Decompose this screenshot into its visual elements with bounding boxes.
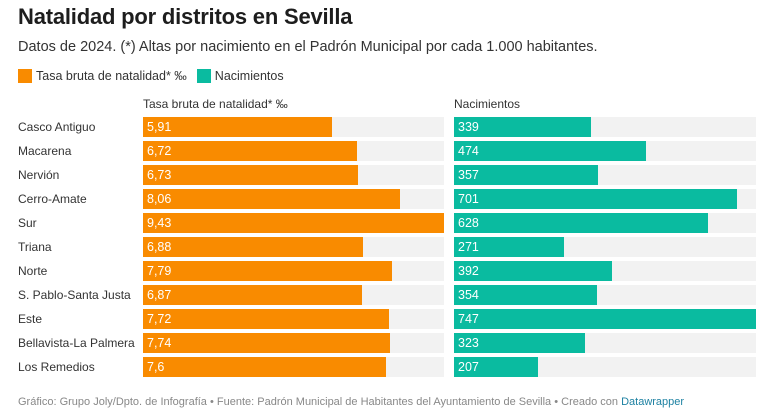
legend: Tasa bruta de natalidad* ‰ Nacimientos — [18, 69, 294, 83]
bar-tasa — [143, 237, 363, 257]
bar-value-label-nacimientos: 701 — [458, 192, 479, 206]
bar-track-nacimientos: 207 — [454, 357, 756, 377]
bar-track-tasa: 8,06 — [143, 189, 444, 209]
category-label: Sur — [18, 216, 37, 230]
bar-nacimientos — [454, 213, 708, 233]
footer-source: Gráfico: Grupo Joly/Dpto. de Infografía … — [18, 396, 622, 408]
bar-tasa — [143, 309, 389, 329]
bar-track-nacimientos: 354 — [454, 285, 756, 305]
bar-value-label-tasa: 6,73 — [147, 168, 172, 182]
bar-track-nacimientos: 392 — [454, 261, 756, 281]
bar-track-tasa: 7,74 — [143, 333, 444, 353]
column-header-nacimientos: Nacimientos — [454, 97, 521, 111]
column-header-tasa: Tasa bruta de natalidad* ‰ — [143, 97, 288, 111]
bar-track-nacimientos: 339 — [454, 117, 756, 137]
bar-tasa — [143, 357, 386, 377]
bar-track-nacimientos: 271 — [454, 237, 756, 257]
datawrapper-link[interactable]: Datawrapper — [621, 396, 685, 408]
bar-value-label-tasa: 7,79 — [147, 264, 172, 278]
bar-tasa — [143, 189, 400, 209]
bar-tasa — [143, 213, 444, 233]
bar-value-label-tasa: 8,06 — [147, 192, 172, 206]
bar-tasa — [143, 285, 362, 305]
bar-value-label-tasa: 5,91 — [147, 120, 172, 134]
legend-label-tasa: Tasa bruta de natalidad* ‰ — [36, 69, 187, 83]
bar-nacimientos — [454, 309, 756, 329]
bar-track-nacimientos: 474 — [454, 141, 756, 161]
bar-tasa — [143, 261, 392, 281]
bar-nacimientos — [454, 357, 538, 377]
bar-value-label-tasa: 6,88 — [147, 240, 172, 254]
bar-value-label-nacimientos: 323 — [458, 336, 479, 350]
bar-track-tasa: 7,79 — [143, 261, 444, 281]
bar-track-nacimientos: 323 — [454, 333, 756, 353]
category-label: Triana — [18, 240, 52, 254]
category-label: Bellavista-La Palmera — [18, 336, 135, 350]
bar-nacimientos — [454, 261, 612, 281]
bar-track-tasa: 6,73 — [143, 165, 444, 185]
bar-track-tasa: 7,6 — [143, 357, 444, 377]
bar-value-label-tasa: 7,72 — [147, 312, 172, 326]
bar-track-tasa: 5,91 — [143, 117, 444, 137]
bar-nacimientos — [454, 237, 564, 257]
bar-value-label-tasa: 6,72 — [147, 144, 172, 158]
bar-nacimientos — [454, 141, 646, 161]
bar-track-nacimientos: 357 — [454, 165, 756, 185]
bar-value-label-nacimientos: 628 — [458, 216, 479, 230]
bar-value-label-nacimientos: 271 — [458, 240, 479, 254]
bar-track-nacimientos: 701 — [454, 189, 756, 209]
category-label: Macarena — [18, 144, 72, 158]
bar-nacimientos — [454, 117, 591, 137]
category-label: Norte — [18, 264, 48, 278]
category-label: Nervión — [18, 168, 60, 182]
bar-track-tasa: 7,72 — [143, 309, 444, 329]
bar-tasa — [143, 117, 332, 137]
bar-track-tasa: 6,72 — [143, 141, 444, 161]
bar-track-tasa: 9,43 — [143, 213, 444, 233]
bar-value-label-nacimientos: 357 — [458, 168, 479, 182]
bar-value-label-tasa: 6,87 — [147, 288, 172, 302]
legend-item-nacimientos: Nacimientos — [196, 69, 284, 83]
bar-value-label-nacimientos: 392 — [458, 264, 479, 278]
category-label: Casco Antiguo — [18, 120, 96, 134]
footer-credits: Gráfico: Grupo Joly/Dpto. de Infografía … — [18, 396, 684, 408]
category-label: Este — [18, 312, 43, 326]
category-label: S. Pablo-Santa Justa — [18, 288, 131, 302]
bar-nacimientos — [454, 165, 598, 185]
bar-value-label-nacimientos: 354 — [458, 288, 479, 302]
category-label: Los Remedios — [18, 360, 95, 374]
chart-title: Natalidad por distritos en Sevilla — [18, 4, 353, 29]
bar-tasa — [143, 165, 358, 185]
legend-swatch-nacimientos — [196, 69, 211, 83]
legend-item-tasa: Tasa bruta de natalidad* ‰ — [18, 69, 187, 83]
bar-value-label-tasa: 7,74 — [147, 336, 172, 350]
bar-track-tasa: 6,88 — [143, 237, 444, 257]
bar-track-tasa: 6,87 — [143, 285, 444, 305]
bar-value-label-nacimientos: 207 — [458, 360, 479, 374]
bar-value-label-nacimientos: 474 — [458, 144, 479, 158]
bar-nacimientos — [454, 189, 737, 209]
bar-tasa — [143, 141, 357, 161]
legend-label-nacimientos: Nacimientos — [214, 69, 284, 83]
bar-value-label-tasa: 7,6 — [147, 360, 165, 374]
category-label: Cerro-Amate — [18, 192, 87, 206]
chart-subtitle: Datos de 2024. (*) Altas por nacimiento … — [18, 39, 598, 55]
bar-value-label-nacimientos: 339 — [458, 120, 479, 134]
bar-value-label-nacimientos: 747 — [458, 312, 479, 326]
bar-value-label-tasa: 9,43 — [147, 216, 172, 230]
bar-track-nacimientos: 628 — [454, 213, 756, 233]
bar-nacimientos — [454, 285, 597, 305]
bar-nacimientos — [454, 333, 585, 353]
bar-track-nacimientos: 747 — [454, 309, 756, 329]
bar-tasa — [143, 333, 390, 353]
legend-swatch-tasa — [18, 69, 32, 83]
